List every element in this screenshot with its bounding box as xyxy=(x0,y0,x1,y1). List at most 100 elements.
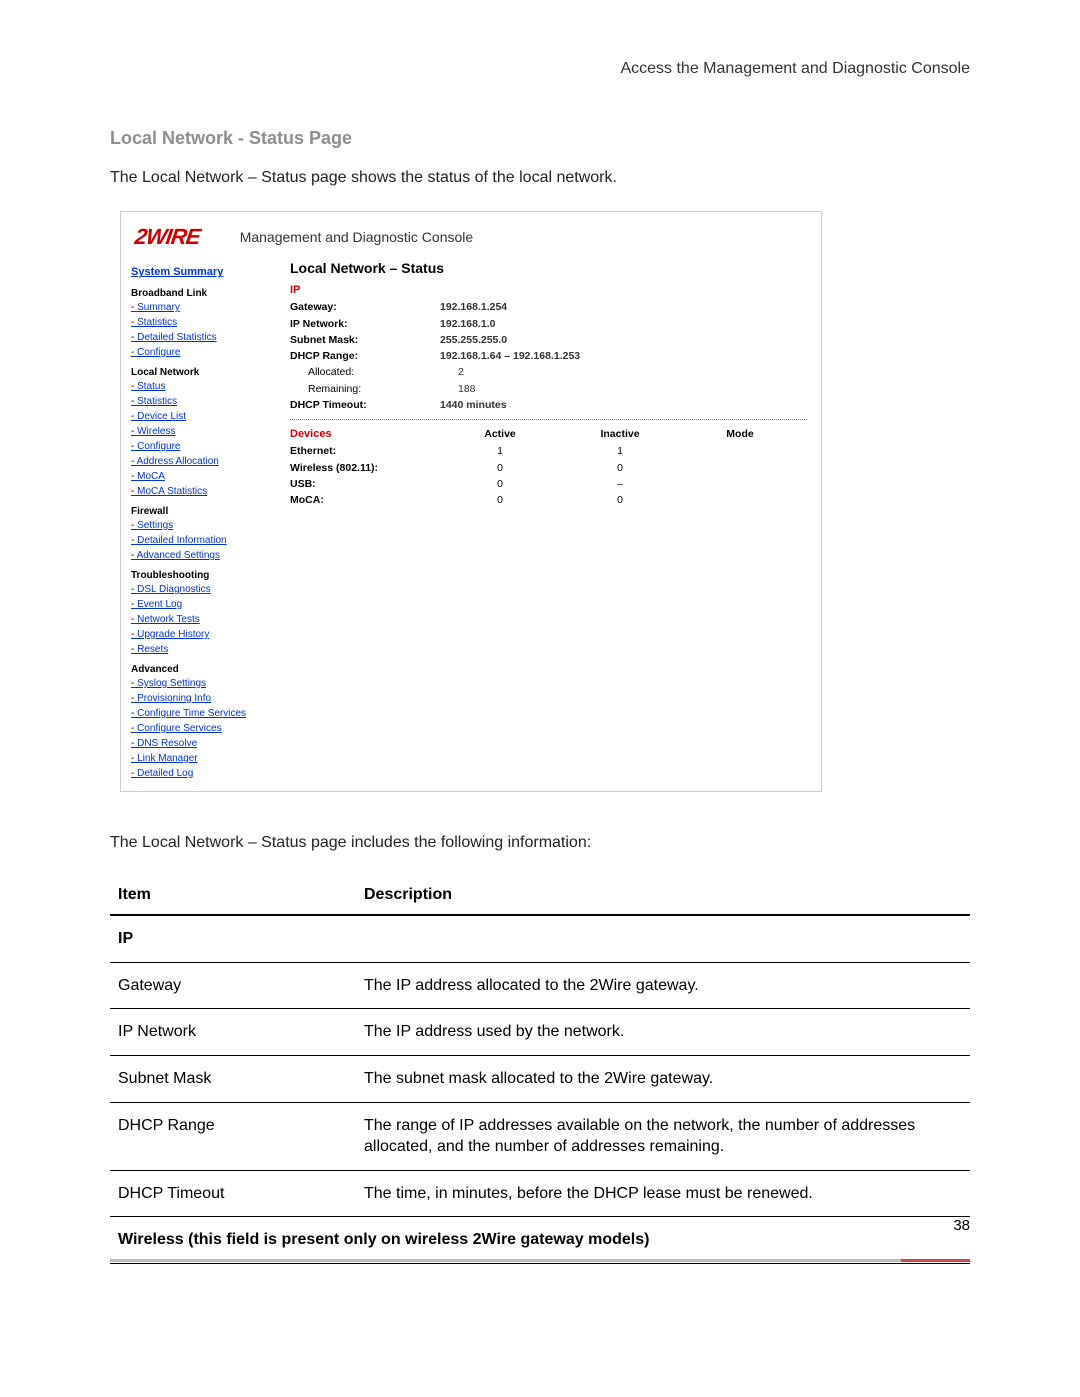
device-cell: Ethernet: xyxy=(290,443,440,459)
footer-rule xyxy=(110,1259,970,1262)
main-panel: Local Network – Status IP Gateway:192.16… xyxy=(284,260,821,791)
screenshot-header: 2WIRE Management and Diagnostic Console xyxy=(121,212,821,260)
sidebar-link[interactable]: Device List xyxy=(131,409,276,424)
sidebar-heading: Advanced xyxy=(131,664,276,675)
ip-row: Subnet Mask:255.255.255.0 xyxy=(290,332,807,348)
sidebar-link[interactable]: Settings xyxy=(131,518,276,533)
device-cell: 0 xyxy=(440,476,560,492)
table-row: IP NetworkThe IP address used by the net… xyxy=(110,1009,970,1056)
description-table: Item Description IPGatewayThe IP address… xyxy=(110,876,970,1264)
device-cell xyxy=(680,476,800,492)
sidebar-link[interactable]: Network Tests xyxy=(131,612,276,627)
device-cell xyxy=(680,460,800,476)
running-head: Access the Management and Diagnostic Con… xyxy=(110,60,970,78)
col-mode: Mode xyxy=(680,426,800,443)
sidebar-link[interactable]: Configure Time Services xyxy=(131,706,276,721)
sidebar-link[interactable]: Detailed Information xyxy=(131,533,276,548)
device-row: MoCA:00 xyxy=(290,492,807,508)
sidebar-link[interactable]: Wireless xyxy=(131,424,276,439)
device-cell xyxy=(680,492,800,508)
sidebar-link[interactable]: Configure Services xyxy=(131,721,276,736)
sidebar-link[interactable]: Statistics xyxy=(131,315,276,330)
device-cell: USB: xyxy=(290,476,440,492)
ip-key: IP Network: xyxy=(290,316,440,332)
section-cell: IP xyxy=(110,915,970,962)
sidebar-heading: Firewall xyxy=(131,506,276,517)
device-cell: 0 xyxy=(440,492,560,508)
sidebar-link[interactable]: Resets xyxy=(131,642,276,657)
item-cell: DHCP Range xyxy=(110,1102,356,1170)
panel-title: Local Network – Status xyxy=(290,260,807,276)
device-row: USB:0– xyxy=(290,476,807,492)
device-cell: 1 xyxy=(560,443,680,459)
item-cell: DHCP Timeout xyxy=(110,1170,356,1217)
sidebar-link[interactable]: Status xyxy=(131,379,276,394)
sidebar-link[interactable]: Address Allocation xyxy=(131,454,276,469)
sidebar-link[interactable]: MoCA Statistics xyxy=(131,484,276,499)
sidebar-link[interactable]: DNS Resolve xyxy=(131,736,276,751)
sidebar-system-summary[interactable]: System Summary xyxy=(131,264,276,281)
ip-heading: IP xyxy=(290,284,807,296)
col-inactive: Inactive xyxy=(560,426,680,443)
sidebar-link[interactable]: Summary xyxy=(131,300,276,315)
table-row: IP xyxy=(110,915,970,962)
ip-row: Gateway:192.168.1.254 xyxy=(290,299,807,315)
sidebar-link[interactable]: Advanced Settings xyxy=(131,548,276,563)
ip-value: 255.255.255.0 xyxy=(440,332,507,348)
desc-cell: The IP address used by the network. xyxy=(356,1009,970,1056)
sidebar-link[interactable]: Detailed Statistics xyxy=(131,330,276,345)
ip-row: IP Network:192.168.1.0 xyxy=(290,316,807,332)
sidebar-link[interactable]: Upgrade History xyxy=(131,627,276,642)
section-cell: Wireless (this field is present only on … xyxy=(110,1217,970,1264)
sidebar-heading: Troubleshooting xyxy=(131,570,276,581)
col-active: Active xyxy=(440,426,560,443)
device-cell xyxy=(680,443,800,459)
ip-value: 192.168.1.0 xyxy=(440,316,495,332)
table-row: Subnet MaskThe subnet mask allocated to … xyxy=(110,1056,970,1103)
devices-heading: Devices xyxy=(290,426,440,443)
item-cell: Subnet Mask xyxy=(110,1056,356,1103)
sidebar-link[interactable]: Event Log xyxy=(131,597,276,612)
ip-value: 188 xyxy=(458,381,476,397)
sidebar-link[interactable]: DSL Diagnostics xyxy=(131,582,276,597)
sidebar-link[interactable]: Syslog Settings xyxy=(131,676,276,691)
table-row: DHCP TimeoutThe time, in minutes, before… xyxy=(110,1170,970,1217)
ip-key: Remaining: xyxy=(290,381,458,397)
device-cell: 0 xyxy=(560,492,680,508)
section-title: Local Network - Status Page xyxy=(110,128,970,149)
sidebar-link[interactable]: Link Manager xyxy=(131,751,276,766)
sidebar-link[interactable]: MoCA xyxy=(131,469,276,484)
ip-row: Remaining:188 xyxy=(290,381,807,397)
sidebar-heading: Broadband Link xyxy=(131,288,276,299)
page: Access the Management and Diagnostic Con… xyxy=(0,0,1080,1304)
item-cell: Gateway xyxy=(110,962,356,1009)
sidebar-link[interactable]: Statistics xyxy=(131,394,276,409)
sidebar-link[interactable]: Configure xyxy=(131,345,276,360)
device-cell: MoCA: xyxy=(290,492,440,508)
devices-header-row: Devices Active Inactive Mode xyxy=(290,426,807,443)
item-cell: IP Network xyxy=(110,1009,356,1056)
ip-key: DHCP Range: xyxy=(290,348,440,364)
ip-value: 2 xyxy=(458,364,464,380)
after-shot-text: The Local Network – Status page includes… xyxy=(110,832,970,854)
device-row: Wireless (802.11):00 xyxy=(290,460,807,476)
device-row: Ethernet:11 xyxy=(290,443,807,459)
table-row: DHCP RangeThe range of IP addresses avai… xyxy=(110,1102,970,1170)
table-row: GatewayThe IP address allocated to the 2… xyxy=(110,962,970,1009)
ip-value: 1440 minutes xyxy=(440,397,507,413)
device-cell: 0 xyxy=(560,460,680,476)
device-cell: – xyxy=(560,476,680,492)
ip-row: Allocated:2 xyxy=(290,364,807,380)
desc-cell: The subnet mask allocated to the 2Wire g… xyxy=(356,1056,970,1103)
sidebar: System Summary Broadband LinkSummaryStat… xyxy=(121,260,284,791)
sidebar-link[interactable]: Provisioning Info xyxy=(131,691,276,706)
desc-cell: The IP address allocated to the 2Wire ga… xyxy=(356,962,970,1009)
intro-text: The Local Network – Status page shows th… xyxy=(110,167,970,189)
device-cell: Wireless (802.11): xyxy=(290,460,440,476)
ip-key: Subnet Mask: xyxy=(290,332,440,348)
table-row: Wireless (this field is present only on … xyxy=(110,1217,970,1264)
brand-logo: 2WIRE xyxy=(133,224,201,250)
sidebar-link[interactable]: Detailed Log xyxy=(131,766,276,781)
sidebar-link[interactable]: Configure xyxy=(131,439,276,454)
sidebar-heading: Local Network xyxy=(131,367,276,378)
